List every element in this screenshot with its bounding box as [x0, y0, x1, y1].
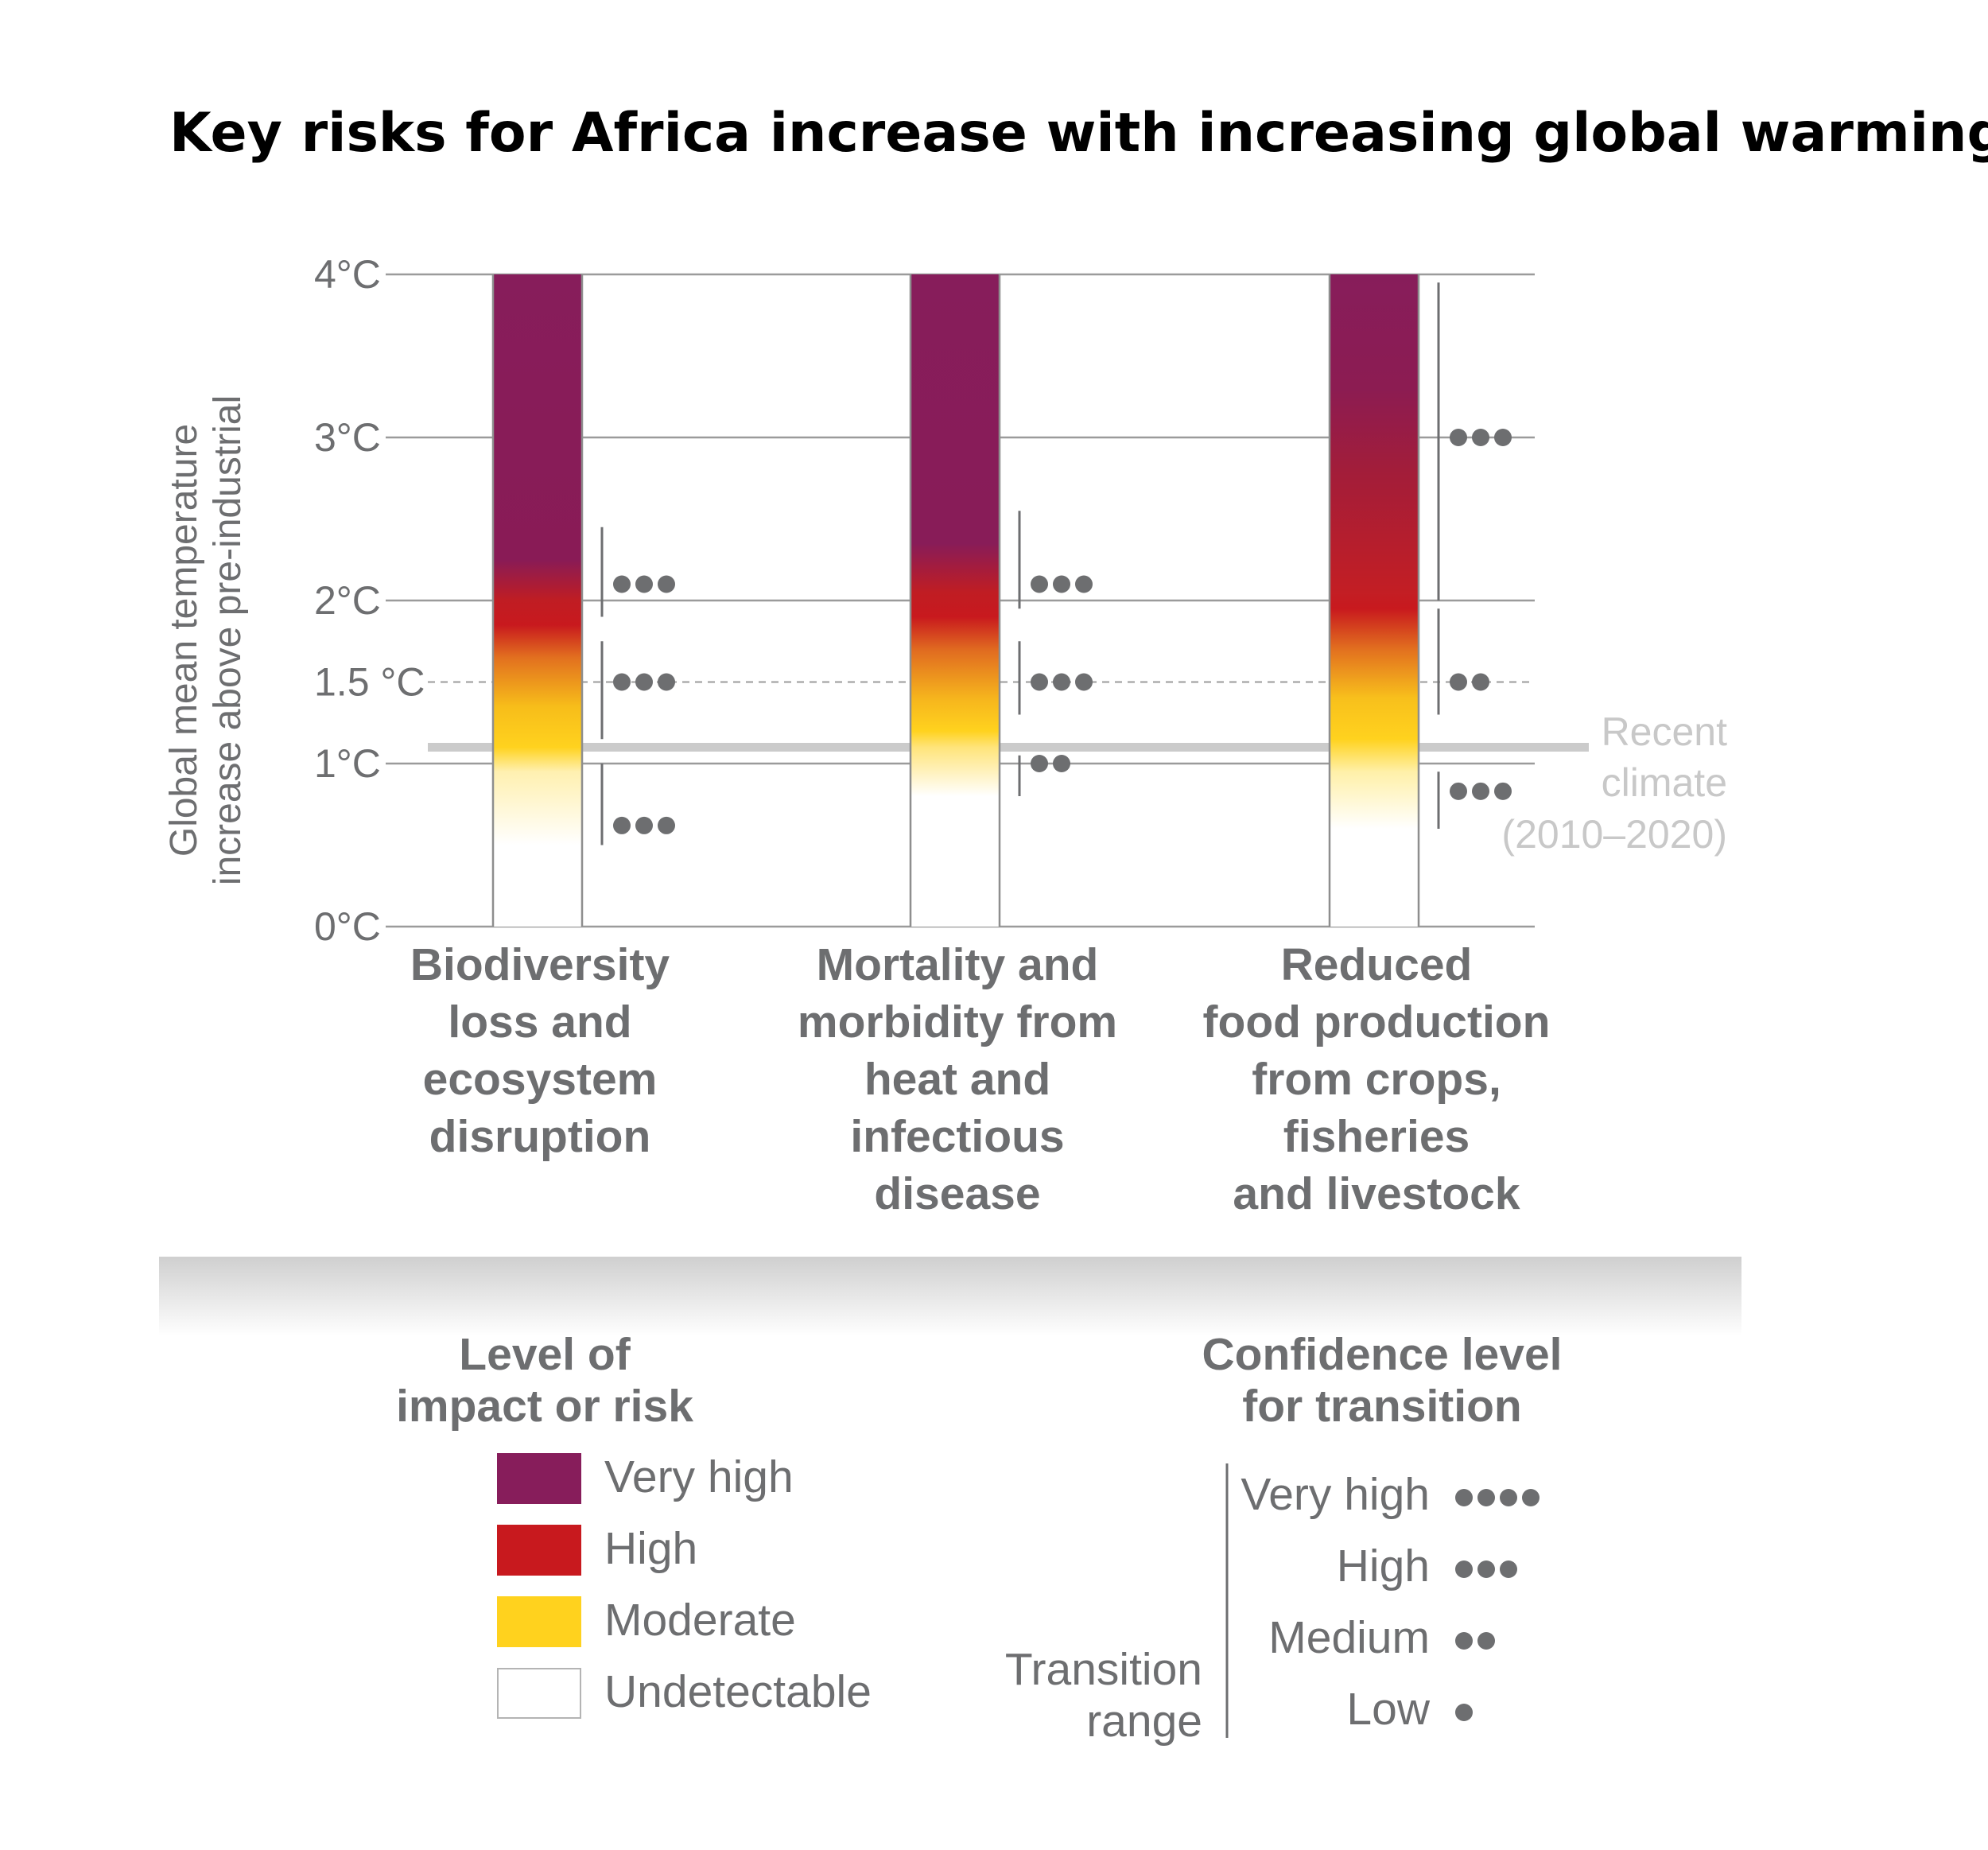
- confidence-legend-title: Confidence level: [1202, 1329, 1563, 1380]
- category-label: Reduced: [1281, 939, 1473, 990]
- confidence-legend-dot: [1477, 1489, 1495, 1506]
- confidence-dot: [1472, 673, 1489, 691]
- risk-legend-swatch: [497, 1453, 581, 1504]
- confidence-legend-dot: [1455, 1489, 1473, 1506]
- risk-legend-label: Very high: [604, 1452, 794, 1502]
- confidence-legend-label: High: [1337, 1541, 1430, 1592]
- confidence-dot: [1494, 429, 1512, 446]
- confidence-dot: [1450, 673, 1467, 691]
- transition-range-label: Transition: [1005, 1644, 1202, 1695]
- confidence-legend-dot: [1522, 1489, 1540, 1506]
- confidence-dot: [635, 816, 653, 834]
- confidence-legend-label: Low: [1346, 1684, 1430, 1735]
- confidence-dot: [1031, 755, 1048, 772]
- risk-legend-label: Moderate: [604, 1595, 796, 1646]
- confidence-dot: [1053, 755, 1070, 772]
- risk-legend-swatch: [497, 1596, 581, 1647]
- risk-legend-swatch: [497, 1668, 581, 1719]
- risk-legend-swatch: [497, 1525, 581, 1576]
- confidence-legend-dot: [1477, 1632, 1495, 1650]
- confidence-legend-label: Medium: [1268, 1612, 1430, 1663]
- confidence-dot: [1472, 429, 1489, 446]
- risk-legend-label: High: [604, 1523, 697, 1574]
- category-label: ecosystem: [423, 1054, 658, 1105]
- confidence-dot: [1494, 782, 1512, 800]
- confidence-dot: [658, 575, 675, 593]
- transition-range-label: range: [1086, 1696, 1202, 1747]
- risk-bar: [1330, 274, 1419, 927]
- y-tick-label: 4°C: [314, 252, 381, 297]
- confidence-dot: [635, 673, 653, 691]
- category-labels: Biodiversity loss and ecosystem disruption M…: [410, 939, 1551, 1219]
- confidence-legend-dot: [1500, 1560, 1517, 1578]
- recent-climate-label: (2010–2020): [1501, 812, 1727, 857]
- confidence-dot: [613, 673, 631, 691]
- confidence-legend-dot: [1455, 1632, 1473, 1650]
- confidence-dot: [1450, 782, 1467, 800]
- y-tick-label: 1.5 °C: [314, 660, 425, 705]
- category-label: fisheries: [1283, 1111, 1470, 1162]
- confidence-dot: [1031, 575, 1048, 593]
- y-axis-label: increase above pre-industrial: [207, 395, 249, 885]
- risk-bar: [493, 274, 582, 927]
- y-axis-label: Global mean temperature: [163, 424, 205, 857]
- category-label: food production: [1203, 997, 1551, 1047]
- y-tick-label: 0°C: [314, 904, 381, 949]
- recent-climate-label: Recent: [1602, 709, 1728, 754]
- category-label: heat and: [864, 1054, 1050, 1105]
- y-tick-label: 1°C: [314, 741, 381, 786]
- category-label: Mortality and: [817, 939, 1099, 990]
- recent-climate-label: climate: [1602, 760, 1727, 805]
- category-label: disruption: [429, 1111, 651, 1162]
- category-label: and livestock: [1233, 1168, 1520, 1219]
- risk-legend-title: Level of: [459, 1329, 631, 1380]
- confidence-legend-dot: [1455, 1704, 1473, 1721]
- confidence-legend-label: Very high: [1241, 1469, 1430, 1520]
- confidence-dot: [1053, 673, 1070, 691]
- confidence-dot: [658, 816, 675, 834]
- confidence-dot: [613, 816, 631, 834]
- confidence-dot: [658, 673, 675, 691]
- confidence-legend-dot: [1455, 1560, 1473, 1578]
- confidence-dot: [635, 575, 653, 593]
- category-label: infectious: [850, 1111, 1064, 1162]
- confidence-dot: [1031, 673, 1048, 691]
- confidence-legend-dot: [1500, 1489, 1517, 1506]
- confidence-dot: [1450, 429, 1467, 446]
- recent-climate-band: Recent climate (2010–2020): [428, 709, 1727, 857]
- confidence-dot: [1075, 575, 1093, 593]
- y-tick-label: 3°C: [314, 415, 381, 460]
- confidence-legend-dot: [1477, 1560, 1495, 1578]
- confidence-dot: [1053, 575, 1070, 593]
- risk-legend-label: Undetectable: [604, 1666, 872, 1717]
- confidence-dot: [1472, 782, 1489, 800]
- y-axis: 0°C 1°C 1.5 °C 2°C 3°C 4°C Global mean tempera…: [163, 252, 425, 949]
- bars: [491, 274, 1512, 927]
- category-label: disease: [874, 1168, 1040, 1219]
- risk-legend-title: impact or risk: [396, 1381, 693, 1432]
- legend-separator: [159, 1257, 1741, 1336]
- confidence-legend-title: for transition: [1242, 1381, 1522, 1432]
- category-label: morbidity from: [798, 997, 1117, 1047]
- risk-bar: [911, 274, 1000, 927]
- chart-title: Key risks for Africa increase with incre…: [169, 102, 1988, 165]
- confidence-dot: [613, 575, 631, 593]
- confidence-dot: [1075, 673, 1093, 691]
- category-label: from crops,: [1252, 1054, 1501, 1105]
- category-label: loss and: [448, 997, 631, 1047]
- y-tick-label: 2°C: [314, 578, 381, 623]
- category-label: Biodiversity: [410, 939, 670, 990]
